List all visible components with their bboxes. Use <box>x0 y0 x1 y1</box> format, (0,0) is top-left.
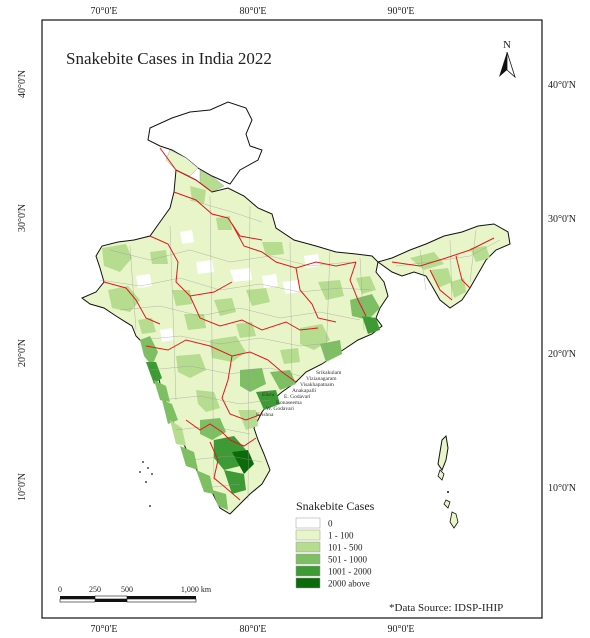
legend-swatch <box>295 553 321 565</box>
legend-label: 501 - 1000 <box>328 555 367 565</box>
district-borders <box>99 195 373 501</box>
state-borders <box>103 147 367 501</box>
scale-bar: 0 250 500 1,000 km <box>58 585 212 603</box>
label-konaseema: Konaseema <box>276 400 302 406</box>
label-e-godavari: E. Godavari <box>284 394 311 400</box>
scale-tick-250: 250 <box>89 585 101 594</box>
lat-label-left-40: 40°0'N <box>17 70 28 98</box>
lat-label-left-20: 20°0'N <box>17 339 28 367</box>
lat-label-right-40: 40°0'N <box>548 80 576 91</box>
label-vizianagaram: Vizianagaram <box>306 376 337 382</box>
lon-label-bottom-70: 70°0'E <box>91 624 118 635</box>
lon-label-bottom-80: 80°0'E <box>240 624 267 635</box>
lat-label-right-30: 30°0'N <box>548 214 576 225</box>
legend-title: Snakebite Cases <box>296 499 375 513</box>
label-w-godavari: W. Godavari <box>266 406 294 412</box>
region-northeast <box>376 223 511 309</box>
map-title: Snakebite Cases in India 2022 <box>66 49 272 68</box>
north-arrow-icon: N <box>499 39 516 79</box>
region-north-kashmir <box>147 101 263 185</box>
lakshadweep-islands <box>139 461 153 507</box>
scale-tick-0: 0 <box>58 585 62 594</box>
label-visakhapatnam: Visakhapatnam <box>300 382 335 388</box>
legend-swatch <box>295 565 321 577</box>
lon-label-bottom-90: 90°0'E <box>388 624 415 635</box>
lat-label-right-10: 10°0'N <box>548 483 576 494</box>
legend-label: 2000 above <box>328 579 370 589</box>
lat-label-left-30: 30°0'N <box>17 204 28 232</box>
label-krishna: Krishna <box>256 412 274 418</box>
legend-label: 101 - 500 <box>328 543 363 553</box>
legend-swatch <box>295 577 321 589</box>
legend-swatch <box>295 541 321 553</box>
district-fills <box>102 186 380 510</box>
lon-label-top-80: 80°0'E <box>240 6 267 17</box>
legend: Snakebite Cases 0 1 - 100 101 - 500 501 - 1… <box>295 499 375 589</box>
legend-swatch <box>295 529 321 541</box>
legend-label: 1001 - 2000 <box>328 567 372 577</box>
scale-tick-500: 500 <box>121 585 133 594</box>
data-source-note: *Data Source: IDSP-IHIP <box>389 602 503 614</box>
map-frame <box>41 19 543 619</box>
lon-label-top-70: 70°0'E <box>91 6 118 17</box>
legend-label: 0 <box>328 519 333 529</box>
label-anakapalli: Anakapalli <box>292 388 317 394</box>
legend-swatch <box>295 517 321 529</box>
district-labels: Srikakulam Vizianagaram Visakhapatnam An… <box>256 370 342 418</box>
scale-tick-1000: 1,000 km <box>181 585 212 594</box>
north-arrow-label: N <box>503 39 511 51</box>
lon-label-top-90: 90°0'E <box>388 6 415 17</box>
legend-label: 1 - 100 <box>328 531 354 541</box>
label-srikakulam: Srikakulam <box>316 370 342 376</box>
lat-label-left-10: 10°0'N <box>17 473 28 501</box>
india-map: Srikakulam Vizianagaram Visakhapatnam An… <box>81 101 511 529</box>
label-eluru: Eluru <box>262 392 274 398</box>
lat-label-right-20: 20°0'N <box>548 349 576 360</box>
andaman-nicobar-islands <box>437 434 459 529</box>
